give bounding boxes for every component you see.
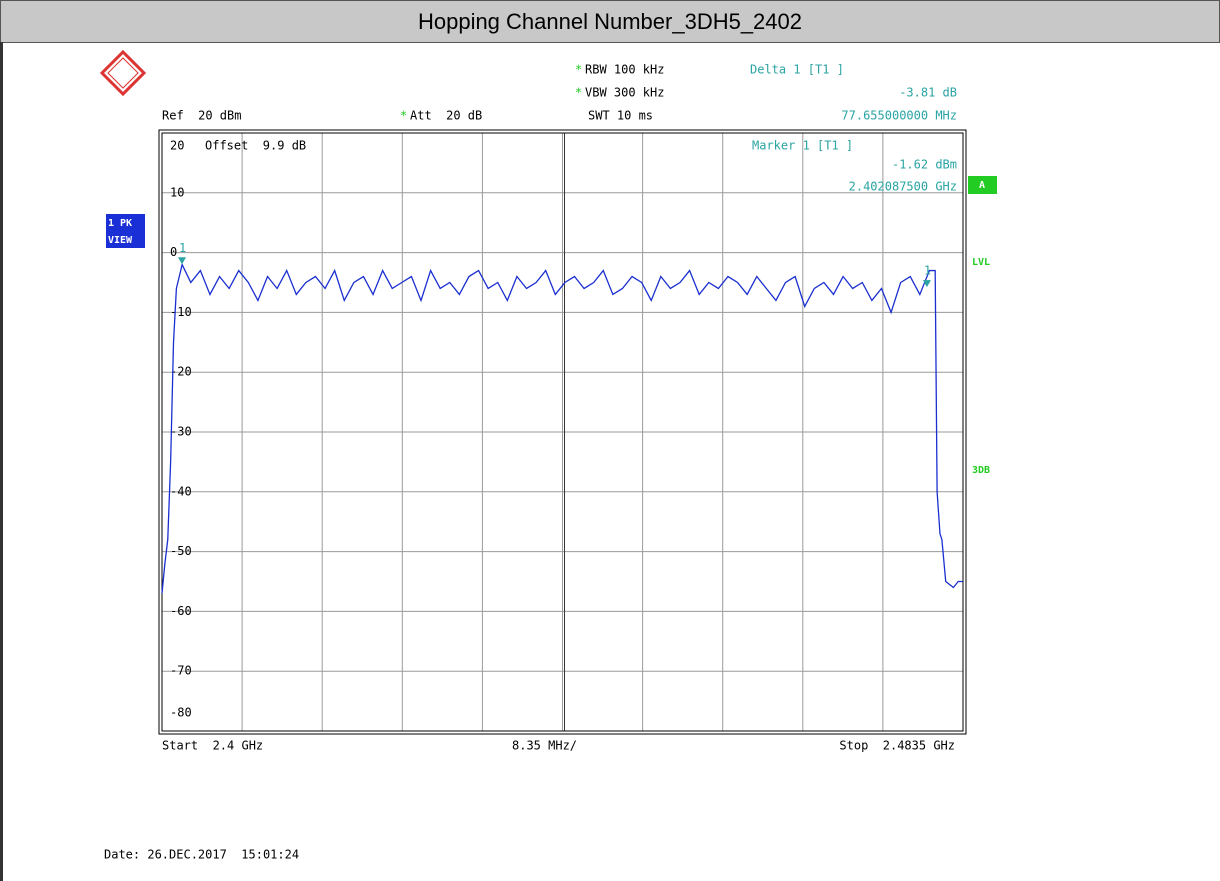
offset: Offset 9.9 dB — [205, 139, 306, 153]
marker — [922, 280, 931, 288]
a-box — [968, 176, 997, 194]
vbw: VBW 300 kHz — [585, 86, 664, 100]
marker-label: 1 — [179, 241, 186, 255]
asterisk: * — [575, 86, 582, 100]
asterisk: * — [400, 109, 407, 123]
delta-title: Delta 1 [T1 ] — [750, 63, 844, 77]
ref: Ref 20 dBm — [162, 109, 241, 123]
y-tick-label: -70 — [170, 664, 192, 678]
marker — [178, 257, 187, 265]
trace-box — [106, 214, 145, 248]
marker-label: 1 — [924, 264, 931, 278]
y-tick-label: -80 — [170, 706, 192, 720]
trace-mode: 1 PK — [108, 218, 132, 229]
delta-freq: 77.655000000 MHz — [841, 109, 957, 123]
plot-frame-outer — [158, 129, 967, 735]
y-tick-label: -60 — [170, 604, 192, 618]
title: Hopping Channel Number_3DH5_2402 — [418, 9, 802, 34]
lvl-label: LVL — [972, 257, 990, 268]
plot-frame — [161, 132, 964, 732]
y-tick-label: -40 — [170, 484, 192, 498]
title-bar — [0, 0, 1220, 43]
y-tick-label: 0 — [170, 245, 177, 259]
marker-freq: 2.402087500 GHz — [849, 180, 957, 194]
trace-view: VIEW — [108, 235, 133, 246]
rbw: RBW 100 kHz — [585, 63, 664, 77]
a-label: A — [979, 180, 985, 191]
marker-level: -1.62 dBm — [892, 158, 957, 172]
y-tick-label: 10 — [170, 185, 184, 199]
marker-title: Marker 1 [T1 ] — [752, 139, 853, 153]
asterisk: * — [575, 63, 582, 77]
delta-level: -3.81 dB — [899, 86, 957, 100]
y-tick-label: -50 — [170, 544, 192, 558]
y-tick-label: -30 — [170, 425, 192, 439]
span: 8.35 MHz/ — [512, 739, 577, 753]
plot: -80 -70 -60 -50 -40 -30 -20 -10 0 10 20 1 1 — [158, 129, 967, 735]
3db-label: 3DB — [972, 465, 990, 476]
stop: Stop 2.4835 GHz — [839, 739, 955, 753]
y-tick-label: -20 — [170, 365, 192, 379]
att: Att 20 dB — [410, 109, 482, 123]
y-tick-label: 20 — [170, 139, 184, 153]
trace — [161, 262, 963, 594]
date: Date: 26.DEC.2017 15:01:24 — [104, 848, 299, 862]
swt: SWT 10 ms — [588, 109, 653, 123]
rs-logo — [99, 49, 147, 97]
start: Start 2.4 GHz — [162, 739, 263, 753]
y-tick-label: -10 — [170, 305, 192, 319]
